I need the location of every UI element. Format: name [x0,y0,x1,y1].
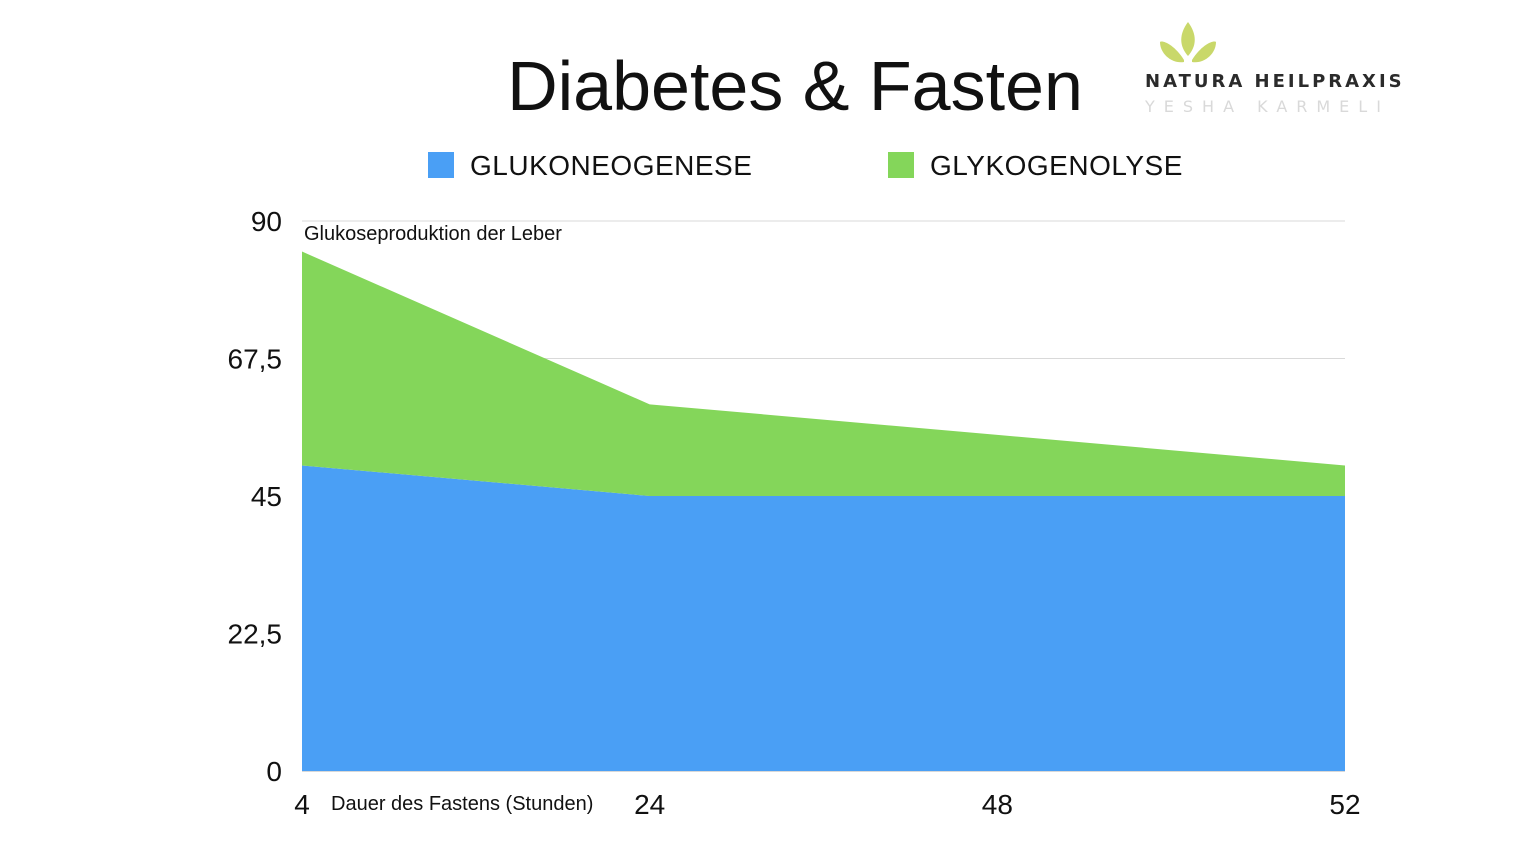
chart-title: Diabetes & Fasten [507,47,1083,125]
area-gluconeogenesis [302,465,1345,771]
x-tick-label: 52 [1329,789,1360,820]
leaf-icon [1160,22,1216,63]
area-glycogenolysis [302,251,1345,496]
x-axis-ticks: 4 24 48 52 [294,789,1360,820]
y-axis-ticks: 0 22,5 45 67,5 90 [228,206,283,787]
x-axis-title: Dauer des Fastens (Stunden) [331,793,593,815]
logo: NATURA HEILPRAXIS YESHA KARMELI [1144,22,1405,116]
y-tick-label: 22,5 [228,619,283,650]
legend: GLUKONEOGENESE GLYKOGENOLYSE [428,150,1183,181]
y-tick-label: 0 [266,756,282,787]
legend-label-gluconeogenesis: GLUKONEOGENESE [470,150,752,181]
y-tick-label: 90 [251,206,282,237]
y-tick-label: 45 [251,481,282,512]
x-tick-label: 48 [982,789,1013,820]
legend-swatch-glycogenolysis [888,152,914,178]
legend-swatch-gluconeogenesis [428,152,454,178]
plot-areas [302,251,1345,771]
x-tick-label: 24 [634,789,665,820]
logo-owner: YESHA KARMELI [1144,97,1390,116]
y-axis-title: Glukoseproduktion der Leber [304,223,562,245]
x-tick-label: 4 [294,789,310,820]
logo-brand: NATURA HEILPRAXIS [1145,71,1405,92]
y-tick-label: 67,5 [228,344,283,375]
legend-label-glycogenolysis: GLYKOGENOLYSE [930,150,1183,181]
